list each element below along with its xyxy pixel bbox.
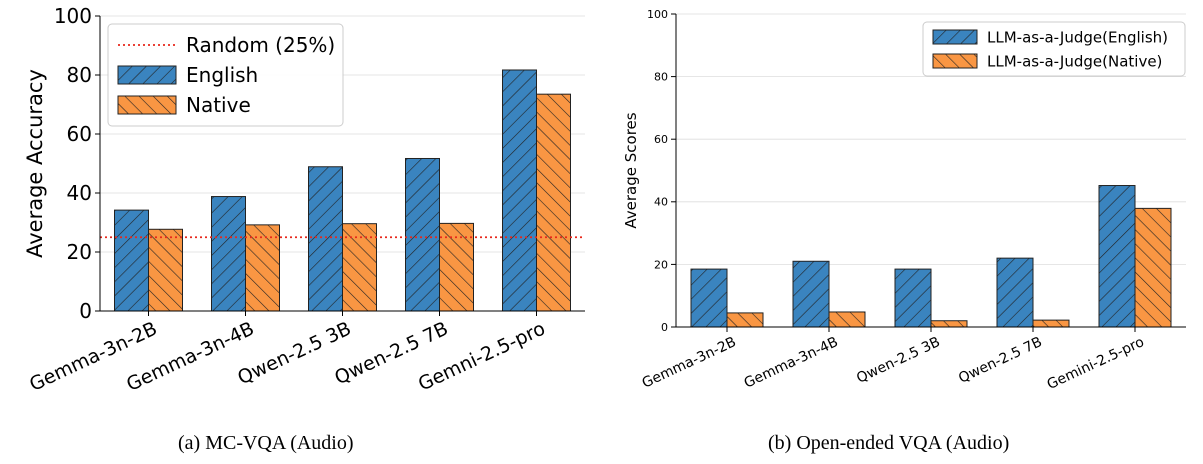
legend-label-english: LLM-as-a-Judge(English) (987, 28, 1168, 46)
legend-label-random: Random (25%) (186, 33, 335, 57)
legend-swatch-english (117, 65, 177, 85)
y-tick-label: 60 (67, 122, 92, 146)
y-tick-label: 0 (79, 299, 92, 323)
bar-native-gemni-2-5-pro (536, 93, 571, 312)
x-tick-label: Qwen-2.5 7B (956, 334, 1045, 387)
bar-english-qwen-2-5-3b (308, 166, 343, 312)
x-tick-label: Qwen-2.5 3B (854, 334, 943, 387)
bar-english-qwen-2-5-3b (894, 268, 932, 328)
y-tick-label: 60 (654, 133, 668, 146)
y-tick-label: 80 (654, 70, 668, 83)
y-tick-label: 20 (654, 258, 668, 271)
y-tick-label: 0 (661, 321, 668, 334)
x-tick-label: Gemini-2.5-pro (1045, 334, 1147, 393)
chart-open-ended-vqa: Gemma-3n-2B Gemma-3n-4B Qwen-2.5 3B Qwen-2.… (622, 8, 1186, 393)
bar-english-gemma-3n-2b (690, 268, 728, 328)
x-tick-label: Gemma-3n-4B (742, 334, 841, 391)
x-tick-label: Gemma-3n-2B (640, 334, 739, 391)
legend-label-english: English (186, 63, 258, 87)
bar-native-gemini-2-5-pro (1134, 207, 1172, 328)
legend-swatch-english (932, 29, 978, 45)
legend-box (922, 21, 1186, 77)
y-tick-label: 20 (67, 240, 92, 264)
bar-english-qwen-2-5-7b (996, 257, 1034, 328)
bar-english-gemni-2-5-pro (502, 69, 537, 312)
bar-native-qwen-2-5-3b (342, 223, 377, 312)
caption-right: (b) Open-ended VQA (Audio) (768, 432, 1010, 454)
legend-label-native: Native (186, 93, 251, 117)
bar-native-gemma-3n-2b (726, 312, 764, 328)
legend-swatch-native (117, 95, 177, 115)
legend-label-native: LLM-as-a-Judge(Native) (987, 52, 1162, 70)
bar-english-gemma-3n-2b (114, 209, 149, 312)
legend: Random (25%) English Native (107, 23, 344, 127)
bar-native-qwen-2-5-3b (930, 320, 968, 328)
bar-native-qwen-2-5-7b (1032, 319, 1070, 328)
legend-swatch-native (932, 53, 978, 69)
bar-english-gemma-3n-4b (792, 260, 830, 328)
y-axis-title: Average Accuracy (23, 69, 47, 258)
bar-english-gemma-3n-4b (211, 196, 246, 312)
y-tick-label: 40 (654, 196, 668, 209)
y-tick-label: 40 (67, 181, 92, 205)
y-tick-label: 100 (647, 8, 668, 21)
y-axis-title: Average Scores (622, 112, 640, 228)
bar-native-gemma-3n-4b (245, 224, 280, 312)
y-tick-label: 100 (54, 4, 92, 28)
y-tick-label: 80 (67, 63, 92, 87)
bar-native-gemma-3n-4b (828, 311, 866, 328)
caption-left: (a) MC-VQA (Audio) (178, 432, 354, 454)
bar-english-gemini-2-5-pro (1098, 185, 1136, 328)
bar-english-qwen-2-5-7b (405, 157, 440, 312)
bar-native-gemma-3n-2b (148, 228, 183, 312)
legend: LLM-as-a-Judge(English) LLM-as-a-Judge(Na… (922, 21, 1186, 77)
